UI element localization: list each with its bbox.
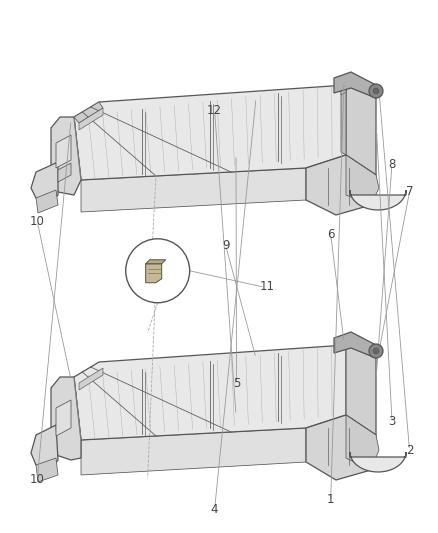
Polygon shape <box>346 415 379 470</box>
Polygon shape <box>334 72 376 98</box>
Circle shape <box>126 239 190 303</box>
Polygon shape <box>51 117 81 195</box>
Polygon shape <box>341 85 346 155</box>
Text: 4: 4 <box>211 503 219 515</box>
Circle shape <box>369 344 383 358</box>
Text: 5: 5 <box>233 377 240 390</box>
Text: 7: 7 <box>406 185 413 198</box>
Polygon shape <box>79 108 103 130</box>
Circle shape <box>373 88 379 94</box>
Polygon shape <box>36 190 58 213</box>
Text: 10: 10 <box>30 473 45 486</box>
Text: 3: 3 <box>389 415 396 427</box>
Polygon shape <box>146 264 162 283</box>
Polygon shape <box>350 190 406 210</box>
Polygon shape <box>74 345 346 440</box>
Polygon shape <box>51 377 81 460</box>
Polygon shape <box>56 400 71 436</box>
Polygon shape <box>74 102 103 123</box>
Polygon shape <box>81 428 306 475</box>
Polygon shape <box>58 163 71 182</box>
Polygon shape <box>74 85 346 180</box>
Text: 11: 11 <box>260 280 275 293</box>
Polygon shape <box>31 425 58 470</box>
Polygon shape <box>146 260 166 264</box>
Polygon shape <box>346 85 376 175</box>
Text: 9: 9 <box>222 239 230 252</box>
Text: 1: 1 <box>327 494 335 506</box>
Polygon shape <box>31 162 58 203</box>
Polygon shape <box>306 155 376 215</box>
Polygon shape <box>56 135 71 168</box>
Text: 10: 10 <box>30 215 45 228</box>
Polygon shape <box>79 368 103 390</box>
Polygon shape <box>334 332 376 358</box>
Text: 6: 6 <box>327 228 335 241</box>
Circle shape <box>373 348 379 354</box>
Text: 12: 12 <box>207 104 222 117</box>
Polygon shape <box>341 85 346 95</box>
Polygon shape <box>306 415 376 480</box>
Text: 8: 8 <box>389 158 396 171</box>
Text: 2: 2 <box>406 444 413 457</box>
Polygon shape <box>350 452 406 472</box>
Polygon shape <box>81 168 306 212</box>
Polygon shape <box>346 155 379 205</box>
Polygon shape <box>36 458 58 482</box>
Circle shape <box>369 84 383 98</box>
Polygon shape <box>346 345 376 435</box>
